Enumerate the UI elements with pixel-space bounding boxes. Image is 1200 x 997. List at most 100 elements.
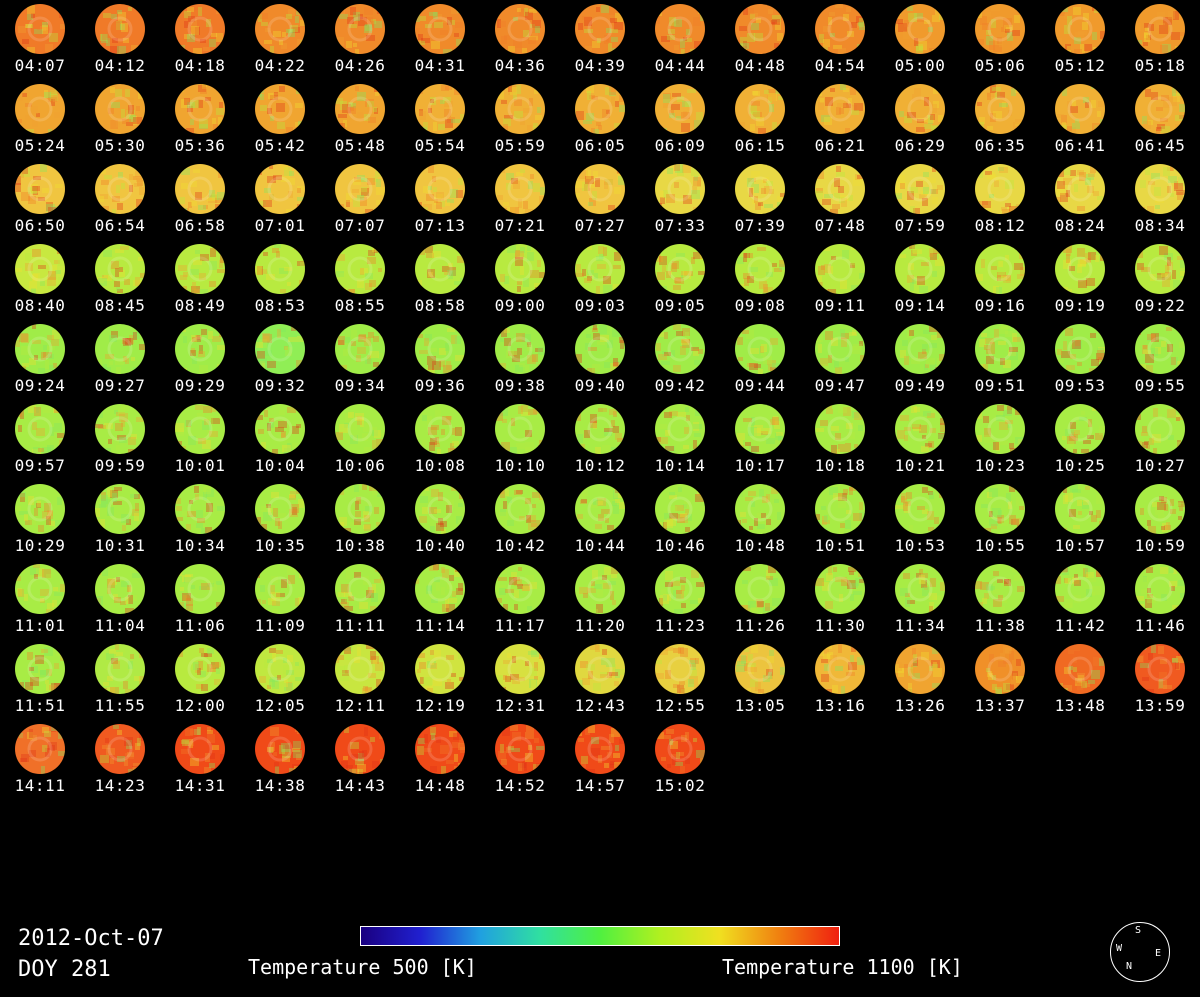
temperature-disc — [175, 244, 225, 294]
temperature-disc — [735, 404, 785, 454]
frame-time-label: 11:26 — [734, 616, 786, 635]
frame-cell: 11:04 — [80, 560, 160, 640]
date-label: 2012-Oct-07 — [18, 926, 164, 951]
frame-time-label: 09:24 — [14, 376, 66, 395]
frame-cell: 04:54 — [800, 0, 880, 80]
temperature-disc — [575, 324, 625, 374]
frame-cell: 07:27 — [560, 160, 640, 240]
temperature-disc — [655, 244, 705, 294]
temperature-disc — [1135, 244, 1185, 294]
temperature-disc — [735, 484, 785, 534]
frame-cell: 10:48 — [720, 480, 800, 560]
frame-time-label: 05:42 — [254, 136, 306, 155]
frame-cell: 10:27 — [1120, 400, 1200, 480]
frame-time-label: 10:12 — [574, 456, 626, 475]
temperature-disc — [575, 644, 625, 694]
temperature-disc — [575, 84, 625, 134]
frame-time-label: 10:25 — [1054, 456, 1106, 475]
frame-cell: 06:05 — [560, 80, 640, 160]
frame-time-label: 11:09 — [254, 616, 306, 635]
temperature-disc — [415, 244, 465, 294]
frame-cell: 09:22 — [1120, 240, 1200, 320]
temperature-disc — [815, 84, 865, 134]
frame-cell: 08:53 — [240, 240, 320, 320]
colorbar-max-label: Temperature 1100 [K] — [722, 955, 963, 979]
temperature-colorbar — [360, 926, 840, 946]
temperature-disc — [15, 484, 65, 534]
temperature-disc — [15, 404, 65, 454]
temperature-disc — [735, 644, 785, 694]
temperature-disc — [335, 484, 385, 534]
temperature-disc — [335, 644, 385, 694]
frame-cell: 04:39 — [560, 0, 640, 80]
temperature-disc — [655, 4, 705, 54]
temperature-disc — [335, 164, 385, 214]
frame-cell: 10:12 — [560, 400, 640, 480]
frame-time-label: 11:23 — [654, 616, 706, 635]
frame-cell: 11:34 — [880, 560, 960, 640]
temperature-disc — [415, 164, 465, 214]
frame-cell: 05:36 — [160, 80, 240, 160]
frame-cell: 10:21 — [880, 400, 960, 480]
frame-time-label: 10:35 — [254, 536, 306, 555]
frame-time-label: 08:55 — [334, 296, 386, 315]
frame-time-label: 10:18 — [814, 456, 866, 475]
frame-cell: 09:29 — [160, 320, 240, 400]
temperature-disc — [15, 644, 65, 694]
frame-cell: 11:51 — [0, 640, 80, 720]
compass-icon: S W E N — [1110, 922, 1170, 982]
temperature-disc — [95, 244, 145, 294]
temperature-disc — [735, 4, 785, 54]
frame-cell: 14:43 — [320, 720, 400, 800]
temperature-disc — [255, 164, 305, 214]
frame-time-label: 08:49 — [174, 296, 226, 315]
temperature-disc — [175, 644, 225, 694]
frame-cell: 10:46 — [640, 480, 720, 560]
frame-cell: 09:08 — [720, 240, 800, 320]
temperature-disc — [1055, 84, 1105, 134]
frame-time-label: 10:55 — [974, 536, 1026, 555]
temperature-disc — [1135, 4, 1185, 54]
frame-cell: 11:11 — [320, 560, 400, 640]
frame-cell: 09:53 — [1040, 320, 1120, 400]
temperature-disc — [255, 324, 305, 374]
temperature-disc — [335, 244, 385, 294]
temperature-disc — [1135, 84, 1185, 134]
frame-time-label: 04:26 — [334, 56, 386, 75]
frame-cell: 09:36 — [400, 320, 480, 400]
frame-time-label: 04:54 — [814, 56, 866, 75]
frame-time-label: 10:48 — [734, 536, 786, 555]
frame-time-label: 15:02 — [654, 776, 706, 795]
frame-cell: 07:07 — [320, 160, 400, 240]
frame-cell: 04:07 — [0, 0, 80, 80]
frame-time-label: 11:42 — [1054, 616, 1106, 635]
frame-time-label: 07:27 — [574, 216, 626, 235]
frame-cell: 09:42 — [640, 320, 720, 400]
temperature-disc — [975, 244, 1025, 294]
frame-cell: 10:59 — [1120, 480, 1200, 560]
frame-cell: 13:05 — [720, 640, 800, 720]
temperature-disc — [1055, 244, 1105, 294]
temperature-disc — [895, 244, 945, 294]
temperature-disc — [95, 164, 145, 214]
frame-time-label: 14:43 — [334, 776, 386, 795]
frame-time-label: 10:42 — [494, 536, 546, 555]
frame-cell: 10:57 — [1040, 480, 1120, 560]
frame-cell: 05:48 — [320, 80, 400, 160]
temperature-disc — [335, 4, 385, 54]
temperature-disc — [175, 404, 225, 454]
frame-cell: 08:40 — [0, 240, 80, 320]
frame-time-label: 04:36 — [494, 56, 546, 75]
frame-cell: 09:38 — [480, 320, 560, 400]
frame-cell: 05:30 — [80, 80, 160, 160]
temperature-disc — [575, 724, 625, 774]
frame-cell: 07:59 — [880, 160, 960, 240]
frame-time-label: 10:23 — [974, 456, 1026, 475]
temperature-disc — [15, 244, 65, 294]
frame-time-label: 09:59 — [94, 456, 146, 475]
frame-time-label: 09:16 — [974, 296, 1026, 315]
frame-time-label: 08:53 — [254, 296, 306, 315]
temperature-disc — [335, 324, 385, 374]
frame-time-label: 12:31 — [494, 696, 546, 715]
temperature-disc — [175, 164, 225, 214]
